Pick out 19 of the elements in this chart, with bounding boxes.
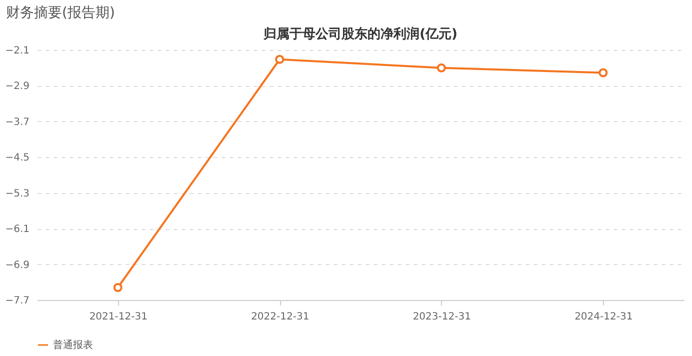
point [113, 282, 122, 292]
x-tick-label: 2023-12-31 [412, 312, 471, 322]
y-tick-label: −4.5 [5, 152, 30, 164]
chart-subtitle: 归属于母公司股东的净利润(亿元) [262, 26, 458, 42]
y-tick-label: −6.1 [5, 224, 30, 236]
x-tick-label: 2021-12-31 [89, 312, 148, 322]
chart-title: 财务摘要(报告期) [5, 4, 116, 23]
y-tick-label: −6.9 [5, 260, 30, 271]
y-tick-label: −3.7 [5, 116, 30, 128]
x-tick-label: 2024-12-31 [574, 312, 633, 322]
point [598, 68, 608, 78]
legend-label: 普通报表 [53, 339, 93, 351]
y-tick-label: −7.7 [5, 296, 30, 306]
y-tick-label: −2.9 [5, 81, 30, 92]
point [436, 63, 446, 72]
point [275, 54, 284, 64]
y-tick-label: −2.1 [5, 46, 30, 56]
y-tick-label: −5.3 [5, 188, 30, 200]
x-tick-label: 2022-12-31 [251, 312, 310, 322]
